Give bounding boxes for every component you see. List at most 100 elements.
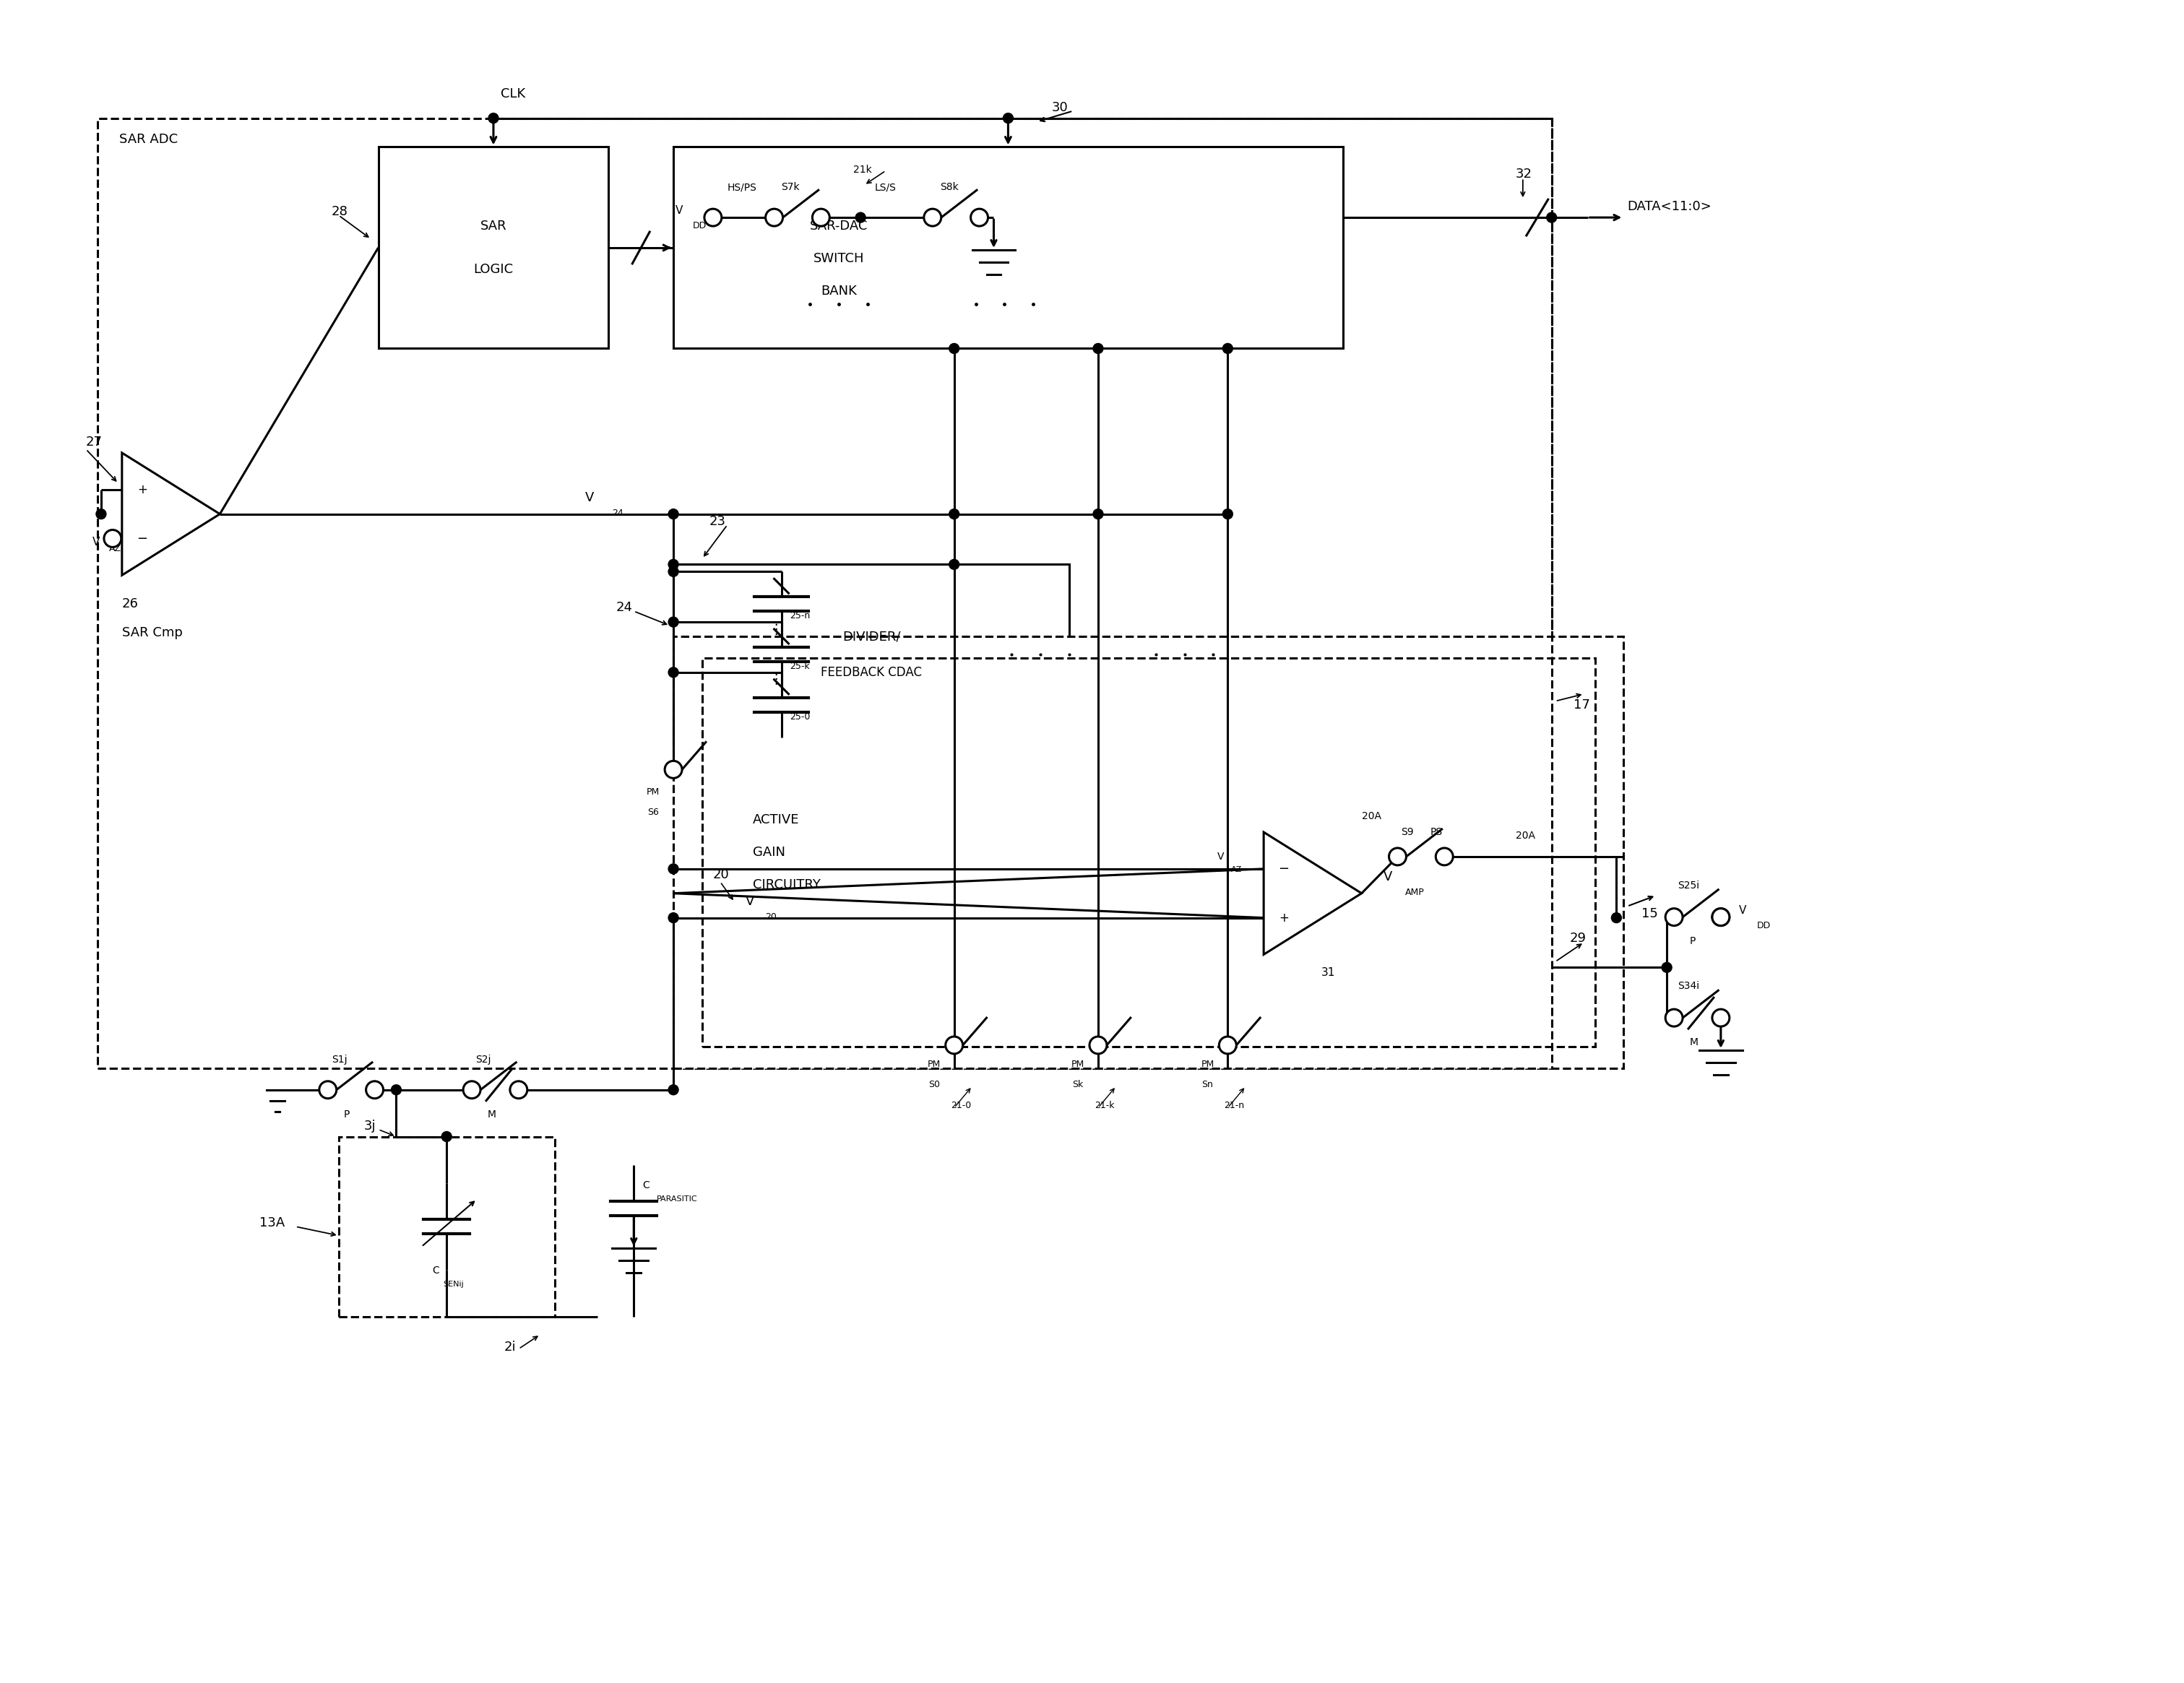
Text: 25-n: 25-n xyxy=(791,611,810,621)
Text: CLK: CLK xyxy=(500,88,526,101)
Text: 27: 27 xyxy=(85,436,103,449)
Circle shape xyxy=(463,1080,480,1099)
Circle shape xyxy=(668,668,679,677)
Text: S2j: S2j xyxy=(476,1055,491,1065)
Text: FEEDBACK CDAC: FEEDBACK CDAC xyxy=(821,666,922,678)
Text: DATA<11:0>: DATA<11:0> xyxy=(1627,200,1712,214)
Text: BANK: BANK xyxy=(821,284,856,298)
Text: 17: 17 xyxy=(1572,698,1590,712)
Bar xyxy=(378,146,609,348)
Text: V: V xyxy=(1216,852,1223,862)
Text: V: V xyxy=(1738,905,1747,916)
Text: S9: S9 xyxy=(1402,826,1413,836)
Text: PM: PM xyxy=(1072,1060,1085,1069)
Text: AZ: AZ xyxy=(109,544,122,554)
Bar xyxy=(339,1136,555,1316)
Text: 23: 23 xyxy=(710,515,725,528)
Text: V: V xyxy=(745,895,753,907)
Text: S25i: S25i xyxy=(1677,880,1699,890)
Text: 2i: 2i xyxy=(505,1341,515,1353)
Bar xyxy=(673,564,1070,744)
Text: PM: PM xyxy=(1201,1060,1214,1069)
Text: M: M xyxy=(487,1109,496,1119)
Text: ACTIVE: ACTIVE xyxy=(753,813,799,826)
Text: 3j: 3j xyxy=(365,1119,376,1133)
Text: SAR: SAR xyxy=(480,219,507,232)
Text: 15: 15 xyxy=(1642,907,1658,921)
Circle shape xyxy=(391,1086,402,1096)
Text: S7k: S7k xyxy=(782,182,799,192)
Bar xyxy=(673,146,1343,348)
Circle shape xyxy=(705,209,721,226)
Circle shape xyxy=(1662,963,1673,973)
Text: C: C xyxy=(642,1180,649,1190)
Text: 21-n: 21-n xyxy=(1223,1101,1245,1111)
Text: 20: 20 xyxy=(712,868,729,882)
Text: SAR Cmp: SAR Cmp xyxy=(122,626,183,640)
Circle shape xyxy=(1546,212,1557,222)
Text: 31: 31 xyxy=(1321,968,1334,978)
Text: S1j: S1j xyxy=(332,1055,347,1065)
Text: S0: S0 xyxy=(928,1080,939,1089)
Text: LS/S: LS/S xyxy=(876,182,898,192)
Text: 25-0: 25-0 xyxy=(791,712,810,722)
Circle shape xyxy=(767,209,782,226)
Circle shape xyxy=(1092,508,1103,518)
Text: DIVIDER/: DIVIDER/ xyxy=(843,629,900,643)
Text: V: V xyxy=(585,491,594,503)
Text: 21-k: 21-k xyxy=(1094,1101,1114,1111)
Bar xyxy=(98,118,1551,1069)
Text: Sk: Sk xyxy=(1072,1080,1083,1089)
Text: V: V xyxy=(1382,870,1391,884)
Bar xyxy=(703,658,1594,1047)
Text: PM: PM xyxy=(646,788,660,796)
Text: AMP: AMP xyxy=(1404,887,1424,897)
Circle shape xyxy=(511,1080,526,1099)
Text: SAR ADC: SAR ADC xyxy=(120,133,177,145)
Text: SWITCH: SWITCH xyxy=(812,252,865,264)
Text: S6: S6 xyxy=(646,808,660,816)
Text: S8k: S8k xyxy=(939,182,959,192)
Circle shape xyxy=(950,508,959,518)
Text: −: − xyxy=(138,532,149,545)
Text: PS: PS xyxy=(1431,826,1441,836)
Circle shape xyxy=(105,530,122,547)
Text: 29: 29 xyxy=(1570,932,1586,946)
Text: 24: 24 xyxy=(616,601,633,614)
Text: S34i: S34i xyxy=(1677,981,1699,991)
Text: 28: 28 xyxy=(332,205,347,219)
Text: V: V xyxy=(675,205,684,215)
Text: AZ: AZ xyxy=(1232,865,1243,873)
Circle shape xyxy=(1712,1010,1730,1027)
Text: ⋮: ⋮ xyxy=(769,623,782,636)
Circle shape xyxy=(950,559,959,569)
Text: +: + xyxy=(1280,911,1289,924)
Text: 30: 30 xyxy=(1051,101,1068,114)
Text: C: C xyxy=(432,1266,439,1276)
Circle shape xyxy=(668,1086,679,1096)
Circle shape xyxy=(441,1131,452,1141)
Circle shape xyxy=(1712,909,1730,926)
Text: 24: 24 xyxy=(612,508,625,518)
Circle shape xyxy=(668,567,679,577)
Circle shape xyxy=(924,209,941,226)
Text: P: P xyxy=(343,1109,349,1119)
Text: 13A: 13A xyxy=(260,1217,284,1230)
Circle shape xyxy=(1223,343,1232,353)
Circle shape xyxy=(668,912,679,922)
Circle shape xyxy=(1219,1037,1236,1054)
Text: 20A: 20A xyxy=(1361,811,1380,821)
Text: 20A: 20A xyxy=(1516,831,1535,842)
Circle shape xyxy=(664,761,681,778)
Circle shape xyxy=(1002,113,1013,123)
Circle shape xyxy=(489,113,498,123)
Circle shape xyxy=(319,1080,336,1099)
Text: Sn: Sn xyxy=(1201,1080,1214,1089)
Text: 20: 20 xyxy=(767,912,778,921)
Text: 21k: 21k xyxy=(854,165,871,175)
Text: −: − xyxy=(1278,862,1289,875)
Text: LOGIC: LOGIC xyxy=(474,263,513,276)
Text: M: M xyxy=(1690,1037,1699,1047)
Circle shape xyxy=(668,618,679,628)
Text: ⋮: ⋮ xyxy=(769,673,782,687)
